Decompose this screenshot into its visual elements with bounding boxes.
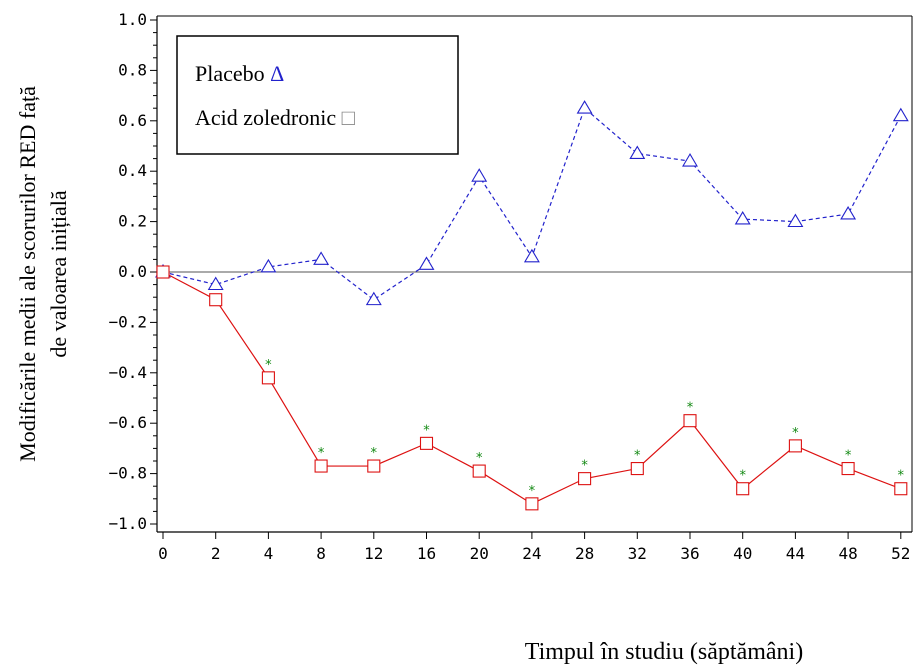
x-tick-label: 44 xyxy=(786,544,805,563)
y-tick-label: 0.0 xyxy=(118,262,147,281)
legend-symbol-zoledronic: □ xyxy=(342,105,355,130)
y-tick-label: 0.4 xyxy=(118,161,147,180)
x-tick-label: 2 xyxy=(211,544,221,563)
data-point-square xyxy=(788,439,802,453)
y-axis-label-line1: Modificările medii ale scorurilor RED fa… xyxy=(15,86,40,462)
data-point-square xyxy=(736,482,750,496)
significance-asterisk: * xyxy=(318,446,325,461)
data-point-triangle xyxy=(313,251,330,265)
x-tick-label: 36 xyxy=(680,544,699,563)
data-point-square xyxy=(525,497,539,511)
data-point-triangle xyxy=(365,291,382,306)
data-point-triangle xyxy=(629,145,646,160)
data-point-triangle xyxy=(207,276,224,291)
x-axis-label: Timpul în studiu (săptămâni) xyxy=(525,639,803,665)
legend-label-placebo: Placebo Δ xyxy=(195,61,284,86)
y-axis-ticks: 1.0 0.8 0.6 0.4 0.2 0.0 −0.2 −0.4 −0.6 −0.8 −1.0 xyxy=(108,10,157,533)
y-tick-label: −0.4 xyxy=(108,363,147,382)
significance-asterisk: * xyxy=(371,446,378,461)
significance-asterisk: * xyxy=(792,426,799,441)
y-axis-label-line2: de valoarea inițială xyxy=(46,190,71,358)
significance-asterisk: * xyxy=(739,469,746,484)
y-tick-label: 0.8 xyxy=(118,60,147,79)
data-point-square xyxy=(841,462,855,476)
x-tick-label: 0 xyxy=(158,544,168,563)
x-tick-label: 40 xyxy=(733,544,752,563)
x-tick-label: 8 xyxy=(316,544,326,563)
data-point-triangle xyxy=(787,213,804,228)
data-point-square xyxy=(683,414,697,428)
data-point-square xyxy=(419,436,434,450)
x-tick-label: 12 xyxy=(364,544,383,563)
data-point-triangle xyxy=(418,256,435,270)
y-tick-label: 1.0 xyxy=(118,10,147,29)
significance-asterisk: * xyxy=(529,484,536,499)
data-point-square xyxy=(209,293,223,307)
data-point-triangle xyxy=(260,258,277,273)
series-layer: * * * * * * * * * * * * * xyxy=(155,100,909,511)
data-point-triangle xyxy=(682,153,698,167)
significance-asterisk: * xyxy=(845,449,852,464)
data-point-triangle xyxy=(734,210,751,225)
series-zoledronic: * * * * * * * * * * * * * xyxy=(156,265,908,511)
legend-box xyxy=(176,35,459,155)
data-point-square xyxy=(261,371,275,385)
significance-asterisk: * xyxy=(898,469,905,484)
data-point-triangle xyxy=(471,168,488,182)
significance-asterisk: * xyxy=(581,459,588,474)
x-axis-ticks: 0 2 4 8 12 16 20 24 28 32 36 40 44 48 52 xyxy=(158,532,910,563)
data-point-square xyxy=(630,462,644,476)
y-tick-label: −0.6 xyxy=(108,413,147,432)
x-tick-label: 20 xyxy=(470,544,489,563)
data-point-triangle xyxy=(892,107,909,122)
data-point-square xyxy=(367,459,381,473)
legend: Placebo Δ Acid zoledronic □ xyxy=(176,35,459,155)
series-line xyxy=(162,271,902,505)
y-tick-label: −1.0 xyxy=(108,514,147,533)
data-point-triangle xyxy=(576,100,593,114)
series-placebo xyxy=(155,100,909,306)
data-point-triangle xyxy=(840,205,857,220)
x-tick-label: 4 xyxy=(264,544,274,563)
significance-asterisk: * xyxy=(634,449,641,464)
y-tick-label: 0.6 xyxy=(118,111,147,130)
significance-asterisk: * xyxy=(476,451,483,466)
x-tick-label: 24 xyxy=(522,544,541,563)
significance-asterisk: * xyxy=(265,358,272,373)
x-tick-label: 32 xyxy=(628,544,647,563)
data-point-square xyxy=(578,472,592,486)
significance-asterisk: * xyxy=(687,401,694,416)
y-tick-label: −0.2 xyxy=(108,312,147,331)
x-tick-label: 52 xyxy=(891,544,910,563)
x-tick-label: 48 xyxy=(838,544,857,563)
legend-label-zoledronic: Acid zoledronic □ xyxy=(195,105,355,130)
legend-symbol-placebo: Δ xyxy=(270,61,284,86)
data-point-square xyxy=(472,464,486,478)
y-tick-label: 0.2 xyxy=(118,212,147,231)
x-tick-label: 16 xyxy=(417,544,436,563)
data-point-square xyxy=(314,459,328,473)
significance-asterisk: * xyxy=(423,423,430,438)
y-tick-label: −0.8 xyxy=(108,464,147,483)
data-point-square xyxy=(894,482,908,496)
data-point-square xyxy=(156,265,170,279)
x-tick-label: 28 xyxy=(575,544,594,563)
data-point-triangle xyxy=(523,248,540,263)
